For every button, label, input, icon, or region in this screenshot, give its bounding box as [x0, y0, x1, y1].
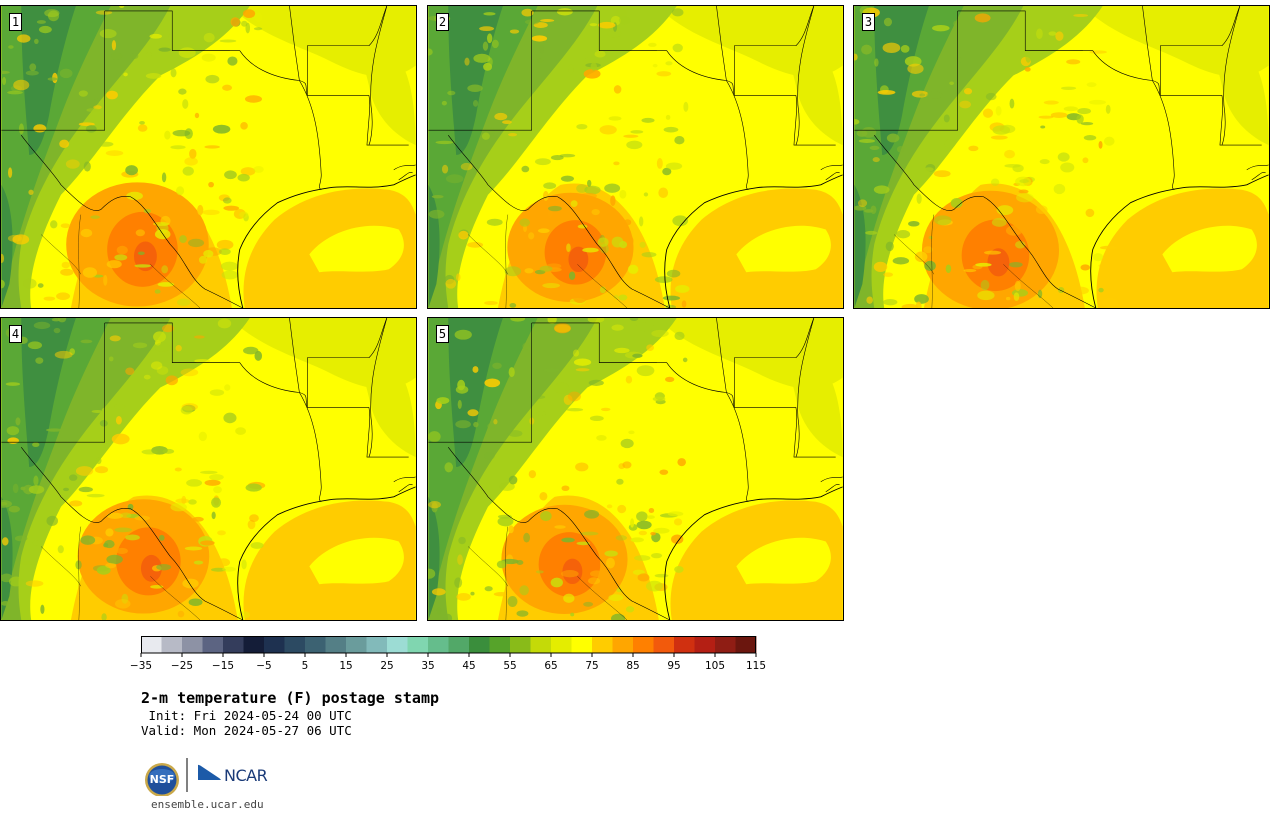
colorbar-swatch — [674, 636, 695, 653]
stamp-panel: 3 — [853, 5, 1270, 309]
member-label: 3 — [862, 13, 875, 31]
member-label: 2 — [436, 13, 449, 31]
logo-bar: NSF NCAR — [144, 756, 284, 796]
ncar-logo: NCAR — [224, 766, 268, 785]
colorbar-swatch — [141, 636, 162, 653]
colorbar-tick-label: 95 — [667, 660, 680, 672]
figure-caption: 2-m temperature (F) postage stamp Init: … — [141, 688, 439, 738]
colorbar-swatch — [346, 636, 367, 653]
temperature-map — [854, 6, 1269, 308]
colorbar-swatch — [407, 636, 429, 653]
colorbar-swatch — [182, 636, 203, 653]
colorbar-swatch — [571, 636, 593, 653]
colorbar-tick-label: 65 — [544, 660, 557, 672]
colorbar-swatch — [592, 636, 613, 653]
colorbar-swatch — [612, 636, 634, 653]
colorbar-tick-label: 85 — [626, 660, 639, 672]
logos-graphic — [145, 758, 223, 796]
colorbar-tick-label: 25 — [380, 660, 393, 672]
temperature-map — [1, 6, 416, 308]
colorbar-tick-label: 75 — [585, 660, 598, 672]
colorbar-tick-label: 45 — [462, 660, 475, 672]
colorbar-swatch — [428, 636, 449, 653]
colorbar-tick-label: 35 — [421, 660, 434, 672]
colorbar-tick-label: 115 — [746, 660, 766, 672]
member-label: 1 — [9, 13, 22, 31]
temperature-map — [1, 318, 416, 620]
colorbar-swatch — [387, 636, 408, 653]
temperature-map — [428, 6, 843, 308]
colorbar-tick-label: 105 — [705, 660, 725, 672]
temperature-map — [428, 318, 843, 620]
colorbar-swatch — [161, 636, 183, 653]
stamp-panel: 2 — [427, 5, 844, 309]
init-time: Init: Fri 2024-05-24 00 UTC — [141, 708, 352, 723]
colorbar-tick-label: 55 — [503, 660, 516, 672]
member-label: 5 — [436, 325, 449, 343]
colorbar-swatch — [551, 636, 572, 653]
colorbar-tick-label: −25 — [171, 660, 193, 672]
colorbar-tick-label: −5 — [256, 660, 271, 672]
colorbar-swatch — [469, 636, 490, 653]
figure-title: 2-m temperature (F) postage stamp — [141, 689, 440, 707]
nsf-logo: NSF — [149, 773, 175, 786]
colorbar-swatch — [243, 636, 265, 653]
colorbar-swatch — [448, 636, 470, 653]
colorbar-swatch — [305, 636, 326, 653]
colorbar-swatch — [366, 636, 388, 653]
colorbar-swatch — [202, 636, 224, 653]
colorbar-swatch — [510, 636, 531, 653]
colorbar-swatch — [633, 636, 654, 653]
colorbar-swatch — [694, 636, 716, 653]
colorbar-swatch — [284, 636, 306, 653]
colorbar-tick-label: −15 — [212, 660, 234, 672]
colorbar-swatch — [715, 636, 736, 653]
colorbar-swatch — [489, 636, 511, 653]
colorbar-svg: −35 −25 −15 −5 5 15 25 35 45 55 65 75 85 95 105 115 — [130, 636, 766, 672]
stamp-panel: 5 — [427, 317, 844, 621]
colorbar-tick-label: −35 — [130, 660, 152, 672]
valid-time: Valid: Mon 2024-05-27 06 UTC — [141, 723, 352, 738]
website-url: ensemble.ucar.edu — [151, 798, 264, 811]
colorbar-swatch — [530, 636, 552, 653]
member-label: 4 — [9, 325, 22, 343]
colorbar-swatch — [735, 636, 757, 653]
stamp-panel: 1 — [0, 5, 417, 309]
stamp-panel: 4 — [0, 317, 417, 621]
colorbar-tick-label: 15 — [339, 660, 352, 672]
colorbar-swatch — [653, 636, 675, 653]
colorbar-swatch — [223, 636, 244, 653]
colorbar-swatch — [325, 636, 347, 653]
colorbar: −35 −25 −15 −5 5 15 25 35 45 55 65 75 85 95 105 115 — [130, 636, 766, 672]
colorbar-swatch — [264, 636, 285, 653]
colorbar-tick-label: 5 — [302, 660, 309, 672]
